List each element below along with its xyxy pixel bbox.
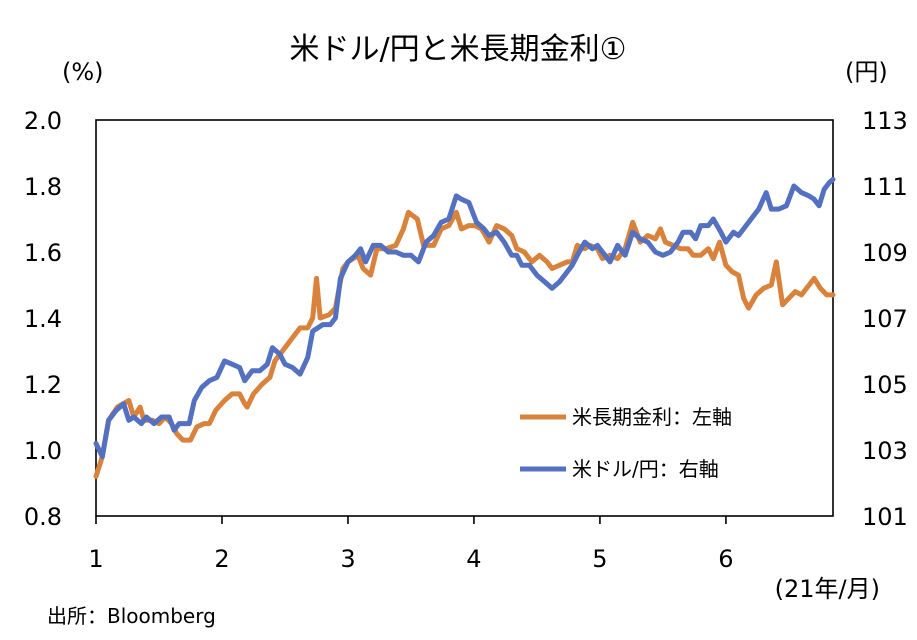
legend-label-usdjpy: 米ドル/円：右軸 (572, 457, 719, 481)
y-right-tick-label: 113 (862, 107, 908, 135)
y-right-tick-label: 111 (862, 173, 908, 201)
x-tick-label: 4 (466, 545, 481, 573)
y-right-tick-label: 109 (862, 239, 908, 267)
legend: 米長期金利：左軸 米ドル/円：右軸 (520, 405, 732, 481)
left-axis-unit: (%) (62, 58, 104, 86)
y-left-tick-label: 1.0 (24, 437, 62, 465)
y-right-tick-label: 103 (862, 437, 908, 465)
series-line-usdjpy (93, 176, 836, 460)
y-left-tick-label: 1.2 (24, 371, 62, 399)
y-left-tick-label: 2.0 (24, 107, 62, 135)
y-right-tick-label: 107 (862, 305, 908, 333)
y-left-tick-label: 1.4 (24, 305, 62, 333)
chart-title: 米ドル/円と米長期金利① (289, 32, 626, 67)
source-note: 出所：Bloomberg (47, 604, 216, 628)
plot-area (95, 119, 834, 517)
y-left-tick-label: 0.8 (24, 503, 62, 531)
y-right-tick-label: 101 (862, 503, 908, 531)
x-tick-label: 1 (88, 545, 103, 573)
y-left-tick-label: 1.8 (24, 173, 62, 201)
x-axis-unit: (21年/月) (775, 575, 880, 603)
y-left-tick-label: 1.6 (24, 239, 62, 267)
x-tick-label: 2 (214, 545, 229, 573)
y-right-tick-label: 105 (862, 371, 908, 399)
right-axis-unit: (円) (845, 58, 888, 86)
series-line-yield (93, 209, 836, 479)
legend-label-yield: 米長期金利：左軸 (572, 405, 732, 429)
x-tick-label: 5 (592, 545, 607, 573)
x-tick-label: 6 (718, 545, 733, 573)
x-tick-label: 3 (340, 545, 355, 573)
